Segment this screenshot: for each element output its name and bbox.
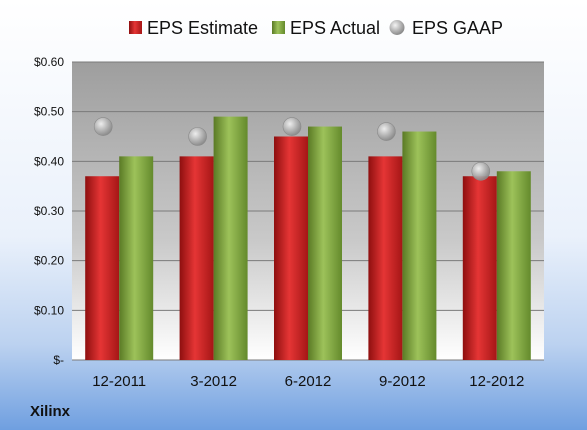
- bars: [85, 116, 531, 360]
- bar-eps-actual: [496, 171, 531, 360]
- x-axis-categories: 12-2011 3-2012 6-2012 9-2012 12-2012: [92, 373, 524, 390]
- y-tick-label: $0.40: [34, 154, 64, 168]
- legend-item-eps-estimate: EPS Estimate: [129, 18, 258, 38]
- legend-item-eps-actual: EPS Actual: [272, 18, 380, 38]
- bar-eps-estimate: [274, 136, 308, 360]
- x-category-label: 3-2012: [190, 373, 237, 390]
- bar-eps-estimate: [85, 176, 120, 360]
- legend-label-eps-actual: EPS Actual: [290, 18, 380, 38]
- company-name: Xilinx: [30, 403, 71, 420]
- x-category-label: 6-2012: [285, 373, 332, 390]
- bar-eps-estimate: [179, 156, 214, 360]
- marker-eps-gaap: [377, 122, 396, 141]
- bar-eps-actual: [402, 131, 437, 360]
- x-category-label: 12-2012: [469, 373, 524, 390]
- legend-swatch-eps-actual: [272, 21, 285, 34]
- marker-eps-gaap: [471, 161, 491, 181]
- legend-item-eps-gaap: EPS GAAP: [389, 18, 503, 38]
- bar-eps-actual: [119, 156, 154, 360]
- marker-eps-gaap: [282, 117, 302, 136]
- y-axis-ticks: $- $0.10 $0.20 $0.30 $0.40 $0.50 $0.60: [34, 55, 64, 367]
- y-tick-label: $0.60: [34, 55, 64, 69]
- legend-label-eps-estimate: EPS Estimate: [147, 18, 258, 38]
- marker-eps-gaap: [188, 127, 207, 146]
- bar-eps-estimate: [368, 156, 403, 360]
- bar-eps-actual: [308, 126, 342, 360]
- y-tick-label: $0.10: [34, 303, 64, 317]
- marker-eps-gaap: [93, 117, 113, 136]
- bar-eps-estimate: [462, 176, 497, 360]
- x-category-label: 9-2012: [379, 373, 426, 390]
- y-tick-label: $0.20: [34, 254, 64, 268]
- legend: EPS Estimate EPS Actual EPS GAAP: [129, 18, 503, 38]
- gaap-markers: [93, 117, 491, 181]
- bar-eps-actual: [213, 116, 248, 360]
- legend-label-eps-gaap: EPS GAAP: [412, 18, 503, 38]
- y-tick-label: $0.30: [34, 204, 64, 218]
- legend-marker-eps-gaap: [389, 20, 405, 35]
- x-category-label: 12-2011: [92, 373, 146, 390]
- y-tick-label: $-: [53, 353, 64, 367]
- y-tick-label: $0.50: [34, 105, 64, 119]
- legend-swatch-eps-estimate: [129, 21, 142, 34]
